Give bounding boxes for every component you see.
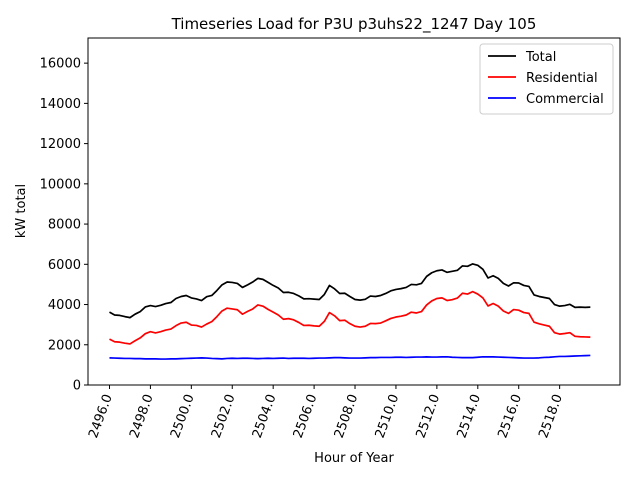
y-tick-label: 10000 [40,177,81,192]
legend-label-commercial: Commercial [526,92,604,107]
y-tick-label: 2000 [48,338,81,353]
chart-title: Timeseries Load for P3U p3uhs22_1247 Day… [171,15,537,34]
x-axis-label: Hour of Year [314,451,394,466]
y-tick-label: 8000 [48,218,81,233]
legend-label-residential: Residential [526,71,598,86]
y-tick-label: 16000 [40,57,81,72]
series-line-total [109,263,591,319]
y-tick-label: 0 [73,379,81,394]
y-tick-label: 12000 [40,137,81,152]
y-axis-label: kW total [14,184,29,238]
y-axis-ticks: 0 2000 4000 6000 8000 10000 12000 14000 16000 [40,57,88,394]
y-tick-label: 6000 [48,258,81,273]
legend-box [479,43,614,115]
series-line-commercial [109,354,591,360]
series-group [109,263,591,360]
series-line-residential [109,290,591,345]
legend-label-total: Total [525,50,556,65]
y-tick-label: 14000 [40,97,81,112]
y-tick-label: 4000 [48,298,81,313]
axes-frame [87,37,621,386]
legend: Total Residential Commercial [479,43,614,115]
